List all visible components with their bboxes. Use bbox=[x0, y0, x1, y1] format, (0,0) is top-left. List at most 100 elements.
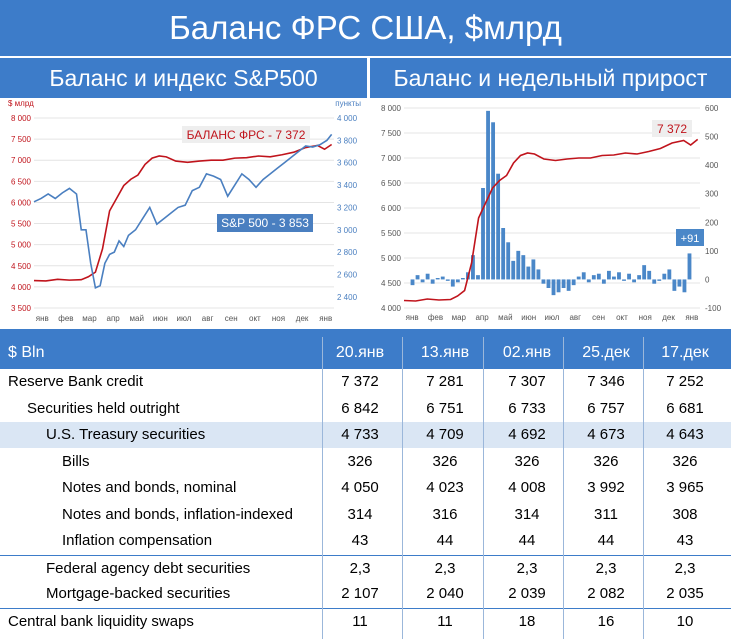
weekly-growth-bar bbox=[581, 272, 586, 280]
x-tick-label: май bbox=[130, 314, 144, 323]
table-cell: 326 bbox=[672, 452, 698, 470]
table-cell: 308 bbox=[672, 505, 698, 523]
table-cell: 4 673 bbox=[587, 426, 625, 443]
col-header-5: 17.дек bbox=[661, 344, 709, 361]
x-tick-label: фев bbox=[428, 313, 443, 322]
table-cell: 7 252 bbox=[666, 373, 704, 390]
col-header-4: 25.дек bbox=[582, 344, 630, 361]
y-left-tick-label: 5 500 bbox=[11, 220, 32, 229]
left-chart-header: Баланс и индекс S&P500 bbox=[0, 58, 367, 98]
weekly-growth-bar bbox=[632, 279, 637, 283]
y-right-tick-label: 300 bbox=[705, 190, 719, 199]
weekly-growth-bar bbox=[637, 275, 642, 280]
weekly-growth-bar bbox=[526, 266, 531, 280]
x-tick-label: сен bbox=[592, 313, 605, 322]
table-divider bbox=[322, 337, 323, 639]
weekly-growth-bar bbox=[440, 276, 445, 280]
x-tick-label: июн bbox=[521, 313, 536, 322]
table-divider bbox=[483, 337, 484, 639]
weekly-growth-bar bbox=[622, 279, 626, 281]
balance-label-box bbox=[652, 120, 692, 137]
x-tick-label: июн bbox=[153, 314, 168, 323]
weekly-growth-bar bbox=[501, 228, 506, 280]
y-left-tick-label: 4 500 bbox=[381, 279, 402, 288]
weekly-growth-bar bbox=[445, 279, 450, 281]
y-right-tick-label: 3 200 bbox=[337, 203, 358, 212]
weekly-growth-bar bbox=[657, 279, 662, 281]
y-right-tick-label: 3 800 bbox=[337, 136, 358, 145]
table-cell: 326 bbox=[514, 452, 540, 470]
y-right-tick-label: 400 bbox=[705, 161, 719, 170]
table-cell: 314 bbox=[347, 505, 373, 523]
weekly-growth-bar bbox=[662, 273, 667, 280]
table-cell: 2 035 bbox=[666, 585, 704, 602]
table-cell: 2 039 bbox=[508, 585, 546, 602]
sp500-label-box bbox=[217, 214, 313, 232]
weekly-growth-bar bbox=[642, 265, 647, 280]
weekly-growth-bar bbox=[516, 250, 521, 280]
x-tick-label: янв bbox=[685, 313, 698, 322]
table-cell: 16 bbox=[597, 612, 615, 630]
weekly-growth-bar bbox=[415, 275, 420, 280]
balance-sp500-chart: $ млрд пункты 3 500 4 000 4 500 5 000 5 500 6 0… bbox=[4, 98, 365, 326]
y-right-tick-label: 0 bbox=[705, 275, 710, 284]
weekly-growth-bar bbox=[551, 279, 556, 296]
y-left-tick-label: 6 500 bbox=[381, 179, 402, 188]
x-tick-label: май bbox=[498, 313, 512, 322]
x-tick-label: дек bbox=[296, 314, 309, 323]
y-left-tick-label: 6 500 bbox=[11, 177, 32, 186]
growth-label-box bbox=[676, 229, 704, 246]
weekly-growth-bar bbox=[677, 279, 682, 287]
weekly-growth-bar bbox=[591, 275, 596, 280]
y-left-tick-label: 3 500 bbox=[11, 304, 32, 313]
table-cell: 314 bbox=[514, 505, 540, 523]
table-row: Inflation compensation 43 44 44 44 43 bbox=[0, 528, 731, 554]
table-cell: 326 bbox=[347, 452, 373, 470]
table-cell: 2 107 bbox=[341, 585, 379, 602]
weekly-growth-bar bbox=[561, 279, 566, 288]
weekly-growth-bar bbox=[471, 255, 475, 280]
table-cell: 2,3 bbox=[349, 559, 371, 577]
x-tick-label: апр bbox=[107, 314, 121, 323]
table-divider bbox=[563, 337, 564, 639]
x-tick-label: ноя bbox=[639, 313, 652, 322]
weekly-growth-bar bbox=[511, 260, 516, 280]
table-cell: 2 082 bbox=[587, 585, 625, 602]
col-header-1: 20.янв bbox=[335, 344, 385, 361]
weekly-growth-bar bbox=[420, 279, 425, 283]
table-row: U.S. Treasury securities 4 733 4 709 4 692 4… bbox=[0, 422, 731, 448]
x-tick-label: окт bbox=[249, 314, 261, 323]
balance-sp500-svg: $ млрд пункты 3 500 4 000 4 500 5 000 5 500 6 0… bbox=[8, 99, 361, 323]
y-left-tick-label: 8 000 bbox=[11, 114, 32, 123]
weekly-growth-bar bbox=[430, 279, 435, 284]
weekly-growth-bar bbox=[460, 278, 465, 280]
table-cell: 6 751 bbox=[426, 399, 464, 417]
y-left-tick-label: 4 000 bbox=[381, 304, 402, 313]
x-tick-label: мар bbox=[452, 313, 467, 322]
table-cell: 6 681 bbox=[666, 399, 704, 417]
weekly-growth-bar bbox=[667, 269, 672, 280]
table-cell: 4 643 bbox=[666, 426, 704, 443]
col-header-2: 13.янв bbox=[420, 344, 470, 361]
y-right-tick-label: 3 400 bbox=[337, 181, 358, 190]
table-row: Notes and bonds, nominal 4 050 4 023 4 008 3… bbox=[0, 475, 731, 501]
weekly-growth-bar bbox=[536, 269, 541, 280]
table-cell: 316 bbox=[432, 505, 458, 523]
weekly-growth-bar bbox=[596, 273, 601, 280]
y-left-tick-label: 7 000 bbox=[381, 154, 402, 163]
table-cell: 311 bbox=[594, 505, 618, 523]
x-tick-label: янв bbox=[36, 314, 49, 323]
table-cell: 4 050 bbox=[341, 479, 379, 496]
table-cell: 44 bbox=[436, 532, 454, 549]
row-label: U.S. Treasury securities bbox=[46, 426, 206, 443]
weekly-growth-bar bbox=[687, 253, 692, 280]
x-tick-label: июл bbox=[177, 314, 192, 323]
row-label: Securities held outright bbox=[27, 399, 180, 417]
y-right-tick-label: 500 bbox=[705, 133, 719, 142]
table-row: Securities held outright 6 842 6 751 6 733 6… bbox=[0, 396, 731, 422]
x-tick-label: окт bbox=[616, 313, 628, 322]
y-left-tick-label: 4 000 bbox=[11, 283, 32, 292]
table-cell: 6 733 bbox=[508, 399, 546, 417]
weekly-growth-bar bbox=[506, 242, 511, 280]
balance-weekly-svg: 4 000 4 500 5 000 5 500 6 000 6 500 7 000 7 500… bbox=[381, 104, 722, 322]
